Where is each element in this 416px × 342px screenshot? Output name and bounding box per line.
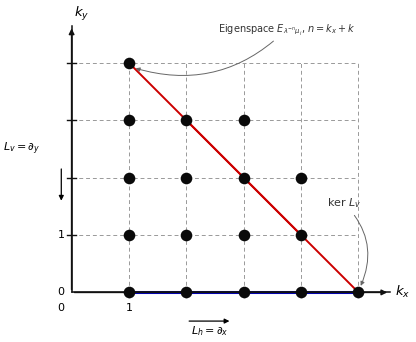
Point bbox=[240, 118, 247, 123]
Point bbox=[183, 232, 190, 238]
Text: 0: 0 bbox=[58, 303, 65, 313]
Text: Eigenspace $E_{\lambda^{-n}\mu_i}$, $n=k_x+k$: Eigenspace $E_{\lambda^{-n}\mu_i}$, $n=k… bbox=[137, 22, 355, 76]
Text: $L_h = \partial_x$: $L_h = \partial_x$ bbox=[191, 325, 228, 338]
Point bbox=[298, 175, 305, 180]
Text: 1: 1 bbox=[126, 303, 132, 313]
Point bbox=[126, 175, 132, 180]
Point bbox=[240, 290, 247, 295]
Point bbox=[298, 290, 305, 295]
Text: $k_y$: $k_y$ bbox=[74, 5, 90, 23]
Point bbox=[126, 118, 132, 123]
Point bbox=[183, 290, 190, 295]
Text: $L_v = \partial_y$: $L_v = \partial_y$ bbox=[3, 141, 40, 157]
Point bbox=[240, 175, 247, 180]
Point bbox=[240, 232, 247, 238]
Text: $k_x$: $k_x$ bbox=[395, 284, 410, 301]
Text: 1: 1 bbox=[58, 230, 65, 240]
Point bbox=[183, 118, 190, 123]
Text: ker $L_v$: ker $L_v$ bbox=[327, 197, 368, 285]
Point bbox=[355, 290, 362, 295]
Point bbox=[126, 60, 132, 66]
Point bbox=[126, 232, 132, 238]
Text: 0: 0 bbox=[58, 287, 65, 298]
Point bbox=[183, 175, 190, 180]
Point bbox=[298, 232, 305, 238]
Point bbox=[126, 290, 132, 295]
